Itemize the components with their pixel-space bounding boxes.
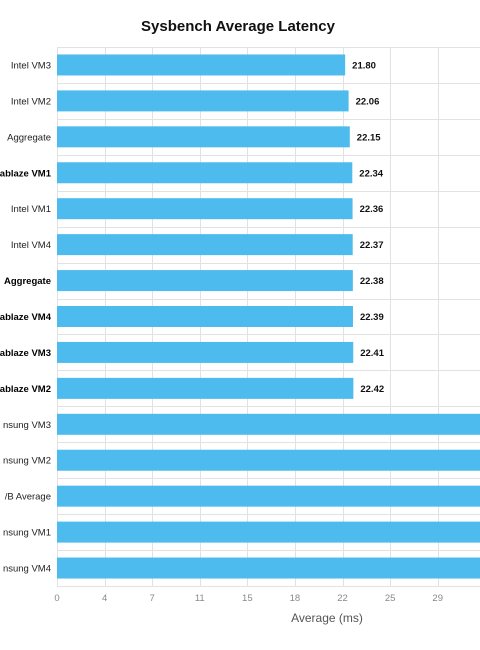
- x-tick-label: 25: [385, 593, 396, 604]
- category-label: Intel VM1: [11, 204, 51, 215]
- category-label: nsung VM3: [3, 420, 51, 431]
- category-label: /B Average: [5, 492, 51, 503]
- value-label: 22.34: [359, 168, 383, 179]
- x-tick-label: 11: [195, 593, 205, 604]
- bar: [57, 485, 480, 507]
- value-label: 22.37: [360, 240, 384, 251]
- x-tick-label: 15: [242, 593, 253, 604]
- category-label: nsung VM4: [3, 564, 51, 575]
- x-axis-title: Average (ms): [291, 611, 363, 625]
- x-tick-label: 29: [432, 593, 443, 604]
- x-tick-label: 4: [102, 593, 107, 604]
- x-tick-label: 7: [150, 593, 155, 604]
- value-label: 22.38: [360, 276, 384, 287]
- value-label: 22.06: [356, 96, 380, 107]
- chart-title: Sysbench Average Latency: [141, 18, 336, 35]
- bar: [57, 198, 353, 220]
- value-label: 22.39: [360, 312, 384, 323]
- bars: [57, 54, 480, 579]
- x-tick-label: 22: [337, 593, 348, 604]
- category-label: ablaze VM4: [0, 312, 52, 323]
- bar: [57, 270, 353, 292]
- bar: [57, 234, 353, 256]
- x-axis-ticks: 0 4 7 11 15 18 22 25 29: [54, 593, 443, 604]
- bar: [57, 341, 354, 363]
- category-label: Aggregate: [7, 132, 51, 143]
- bar: [57, 377, 354, 399]
- value-label: 22.42: [360, 384, 384, 395]
- category-label: Intel VM2: [11, 96, 51, 107]
- bar: [57, 162, 353, 184]
- category-label: ablaze VM2: [0, 384, 51, 395]
- value-label: 22.36: [360, 204, 384, 215]
- category-labels: Intel VM3 21.80 Intel VM2 22.06 Aggregate 22.…: [0, 60, 385, 574]
- category-label: nsung VM1: [3, 528, 51, 539]
- category-label: ablaze VM3: [0, 348, 51, 359]
- value-label: 21.80: [352, 60, 376, 71]
- x-tick-label: 0: [54, 593, 59, 604]
- bar: [57, 90, 349, 112]
- category-label: Intel VM4: [11, 240, 51, 251]
- bar: [57, 521, 480, 543]
- bar: [57, 413, 480, 435]
- value-label: 22.41: [360, 348, 384, 359]
- bar: [57, 126, 350, 148]
- bar: [57, 557, 480, 579]
- bar: [57, 54, 346, 76]
- value-label: 22.15: [357, 132, 381, 143]
- bar: [57, 306, 353, 327]
- category-label: nsung VM2: [3, 456, 51, 467]
- category-label: ablaze VM1: [0, 168, 52, 179]
- category-label: Intel VM3: [11, 60, 51, 71]
- category-label: Aggregate: [4, 276, 51, 287]
- bar: [57, 449, 480, 471]
- x-tick-label: 18: [290, 593, 301, 604]
